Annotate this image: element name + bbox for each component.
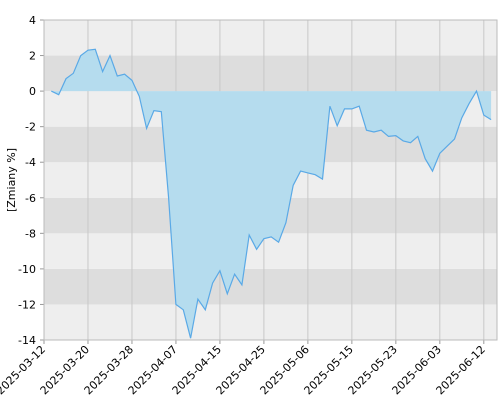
area xyxy=(51,49,492,339)
band xyxy=(44,268,497,305)
y-tick-label: -4 xyxy=(25,156,36,169)
y-tick-label: -12 xyxy=(18,298,36,311)
band xyxy=(44,20,497,56)
y-tick-label: -6 xyxy=(25,192,36,205)
line xyxy=(51,48,492,339)
band xyxy=(44,304,497,340)
y-tick-label: 4 xyxy=(29,14,36,27)
band xyxy=(44,233,497,269)
y-tick-label: 2 xyxy=(29,50,36,63)
y-axis-label: [Zmiany %] xyxy=(5,148,18,212)
y-tick-label: 0 xyxy=(29,85,36,98)
y-tick-label: -10 xyxy=(18,263,36,276)
y-tick-label: -14 xyxy=(18,334,36,347)
y-tick-label: -2 xyxy=(25,121,36,134)
y-tick-label: -8 xyxy=(25,227,36,240)
plot-frame xyxy=(43,19,498,341)
